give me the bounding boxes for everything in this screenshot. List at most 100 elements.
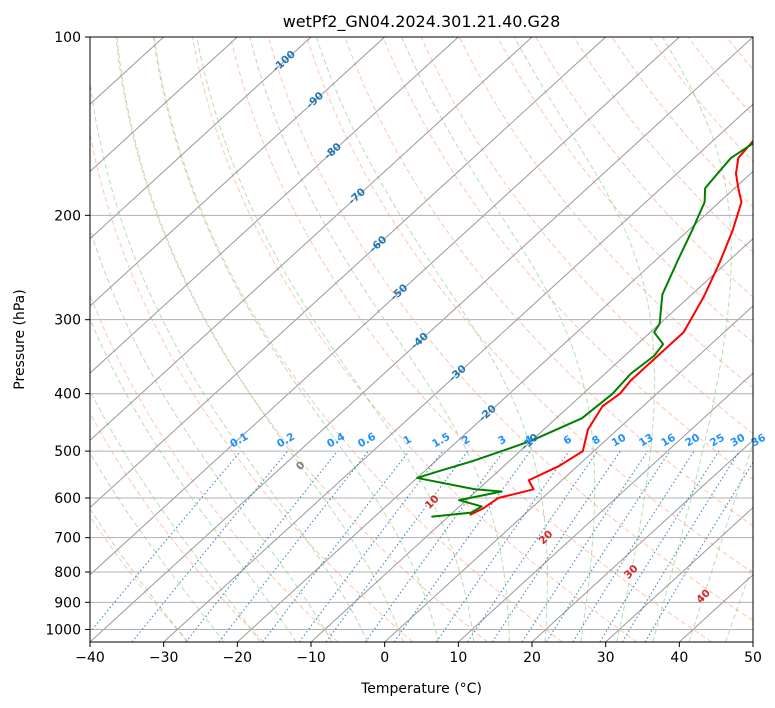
dry-adiabat xyxy=(90,515,190,642)
profile-lines xyxy=(416,139,753,518)
mixing-ratio-line xyxy=(393,450,531,642)
moist-adiabat-label: 30 xyxy=(622,563,641,582)
dry-adiabat xyxy=(765,37,775,642)
mixing-ratio-line xyxy=(262,450,410,642)
chart-title: wetPf2_GN04.2024.301.21.40.G28 xyxy=(283,12,561,32)
mixing-ratio-line xyxy=(621,450,740,642)
x-tick-label: 20 xyxy=(523,650,541,666)
mixing-ratio-label: 36 xyxy=(749,432,768,450)
dry-adiabat xyxy=(687,37,753,117)
dry-adiabat xyxy=(153,37,563,642)
moist-adiabat xyxy=(196,37,475,642)
isotherm-line xyxy=(310,237,753,642)
x-axis-label: Temperature (°C) xyxy=(360,681,482,697)
moist-adiabat xyxy=(90,78,369,642)
mixing-ratio-label: 3 xyxy=(496,433,508,447)
mixing-ratio-label: 0.2 xyxy=(275,431,297,451)
dry-adiabat xyxy=(229,37,712,642)
mixing-ratio-line xyxy=(435,450,570,642)
mixing-ratio-line xyxy=(572,450,695,642)
moist-adiabat xyxy=(249,37,510,642)
dry-adiabat xyxy=(420,37,753,435)
isotherm-line xyxy=(90,37,607,509)
mixing-ratio-line xyxy=(298,450,444,642)
mixing-ratio-line xyxy=(131,450,289,642)
dry-adiabat xyxy=(268,37,753,622)
x-tick-label: 40 xyxy=(670,650,688,666)
mixing-ratio-line xyxy=(325,450,468,642)
dry-adiabat xyxy=(725,37,753,71)
mixing-ratio-line xyxy=(467,450,599,642)
isotherm-line xyxy=(90,37,459,374)
mixing-ratio-label: 0.6 xyxy=(356,431,378,451)
mixing-ratio-line xyxy=(364,450,505,642)
mixing-ratio-line xyxy=(599,450,720,642)
isotherm-line xyxy=(90,37,533,442)
mixing-ratio-label: 25 xyxy=(708,432,727,450)
moist-adiabat-label: 40 xyxy=(694,587,713,606)
mixing-ratio-label: 0.1 xyxy=(228,431,250,451)
isotherm-line xyxy=(163,103,753,642)
temperature-profile-line xyxy=(469,139,753,516)
y-tick-label: 600 xyxy=(54,491,81,507)
moist-adiabat xyxy=(513,37,656,642)
mixing-ratio-label: 1.5 xyxy=(430,431,452,451)
moist-adiabat xyxy=(116,37,404,642)
dry-adiabat xyxy=(344,37,753,527)
isotherm-line xyxy=(90,37,680,576)
moist-adiabat xyxy=(90,451,225,642)
mixing-ratio-label: 1 xyxy=(401,433,413,447)
y-tick-label: 900 xyxy=(54,595,81,611)
dry-adiabat xyxy=(649,37,753,163)
moist-adiabat xyxy=(152,37,439,642)
y-tick-label: 200 xyxy=(54,208,81,224)
moist-adiabat xyxy=(90,317,297,642)
isotherm-line xyxy=(752,641,753,642)
mixing-ratio-label: 2 xyxy=(460,433,472,447)
moist-adiabat-label: 0 xyxy=(294,459,308,473)
plot-frame xyxy=(89,36,754,643)
x-tick-label: 50 xyxy=(744,650,762,666)
moist-adiabat xyxy=(90,389,261,642)
mixing-ratio-line xyxy=(90,450,242,633)
isotherm-line xyxy=(90,37,238,173)
x-tick-label: 10 xyxy=(449,650,467,666)
dry-adiabat xyxy=(306,37,753,574)
background-lines xyxy=(90,37,775,642)
x-tick-label: −30 xyxy=(149,650,179,666)
x-tick-label: 30 xyxy=(597,650,615,666)
moist-adiabat xyxy=(315,37,548,642)
moist-adiabat-label: 20 xyxy=(537,528,556,547)
moist-adiabat xyxy=(652,37,732,642)
mixing-ratio-line xyxy=(185,450,338,642)
dry-adiabat xyxy=(497,37,753,344)
y-tick-label: 700 xyxy=(54,531,81,547)
mixing-ratio-line xyxy=(491,450,621,642)
mixing-ratio-line xyxy=(545,450,671,642)
mixing-ratio-line xyxy=(521,450,649,642)
x-tick-label: −20 xyxy=(223,650,253,666)
dry-adiabat xyxy=(611,37,753,208)
y-tick-label: 1000 xyxy=(45,622,81,638)
y-tick-label: 100 xyxy=(54,30,81,46)
moist-adiabat xyxy=(401,37,596,642)
y-tick-label: 800 xyxy=(54,565,81,581)
isotherm-line xyxy=(90,37,312,240)
mixing-ratio-label: 6 xyxy=(562,433,574,447)
moist-adiabat-label: 10 xyxy=(423,493,442,512)
dry-adiabat xyxy=(115,37,488,642)
x-tick-label: −40 xyxy=(75,650,105,666)
moist-adiabat xyxy=(688,442,753,642)
mixing-ratio-label: 16 xyxy=(659,432,678,450)
dry-adiabat xyxy=(191,37,638,642)
isotherm-line xyxy=(384,305,753,642)
moist-adiabat xyxy=(725,563,753,642)
y-tick-label: 400 xyxy=(54,387,81,403)
isotherm-line xyxy=(457,372,753,642)
mixing-ratio-label: 30 xyxy=(729,432,748,450)
moist-adiabat xyxy=(90,227,333,642)
y-tick-label: 500 xyxy=(54,444,81,460)
isotherm-line xyxy=(90,37,386,307)
dry-adiabat xyxy=(535,37,753,298)
